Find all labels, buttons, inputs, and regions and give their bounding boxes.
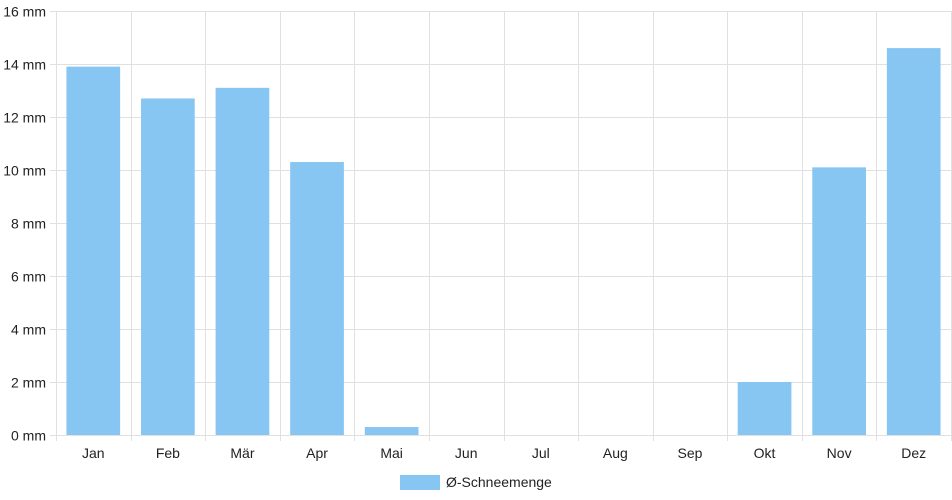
bar[interactable]: [290, 162, 344, 436]
y-tick-label: 0 mm: [11, 428, 46, 444]
x-tick-label: Jan: [82, 445, 105, 461]
y-tick-label: 10 mm: [3, 163, 46, 179]
bar[interactable]: [66, 66, 121, 436]
bar[interactable]: [141, 98, 195, 435]
y-tick-label: 6 mm: [11, 269, 46, 285]
x-tick-label: Nov: [827, 445, 852, 461]
y-axis-ticks: 0 mm 2 mm 4 mm 6 mm 8 mm 10 mm 12 mm 14 mm 16 mm: [3, 4, 46, 444]
x-tick-label: Apr: [306, 445, 328, 461]
y-tick-label: 14 mm: [3, 57, 46, 73]
bar-series: [66, 48, 941, 436]
y-tick-label: 8 mm: [11, 216, 46, 232]
bar[interactable]: [215, 87, 270, 435]
x-axis-ticks: Jan Feb Mär Apr Mai Jun Jul Aug Sep Okt Nov Dez: [82, 445, 926, 461]
x-tick-label: Mai: [380, 445, 403, 461]
legend-swatch: [400, 475, 440, 490]
bar[interactable]: [812, 167, 866, 435]
bar[interactable]: [364, 427, 419, 435]
y-tick-label: 2 mm: [11, 375, 46, 391]
y-tick-label: 4 mm: [11, 322, 46, 338]
x-tick-label: Jun: [455, 445, 478, 461]
y-tick-label: 12 mm: [3, 110, 46, 126]
x-tick-label: Mär: [230, 445, 254, 461]
x-tick-label: Feb: [156, 445, 180, 461]
bar[interactable]: [737, 382, 792, 435]
legend[interactable]: Ø-Schneemenge: [400, 474, 552, 490]
x-tick-label: Sep: [677, 445, 702, 461]
x-tick-label: Okt: [754, 445, 776, 461]
legend-label: Ø-Schneemenge: [446, 474, 552, 490]
x-tick-label: Dez: [901, 445, 926, 461]
x-tick-label: Aug: [603, 445, 628, 461]
bar[interactable]: [886, 48, 941, 435]
x-tick-label: Jul: [532, 445, 550, 461]
y-tick-label: 16 mm: [3, 4, 46, 20]
